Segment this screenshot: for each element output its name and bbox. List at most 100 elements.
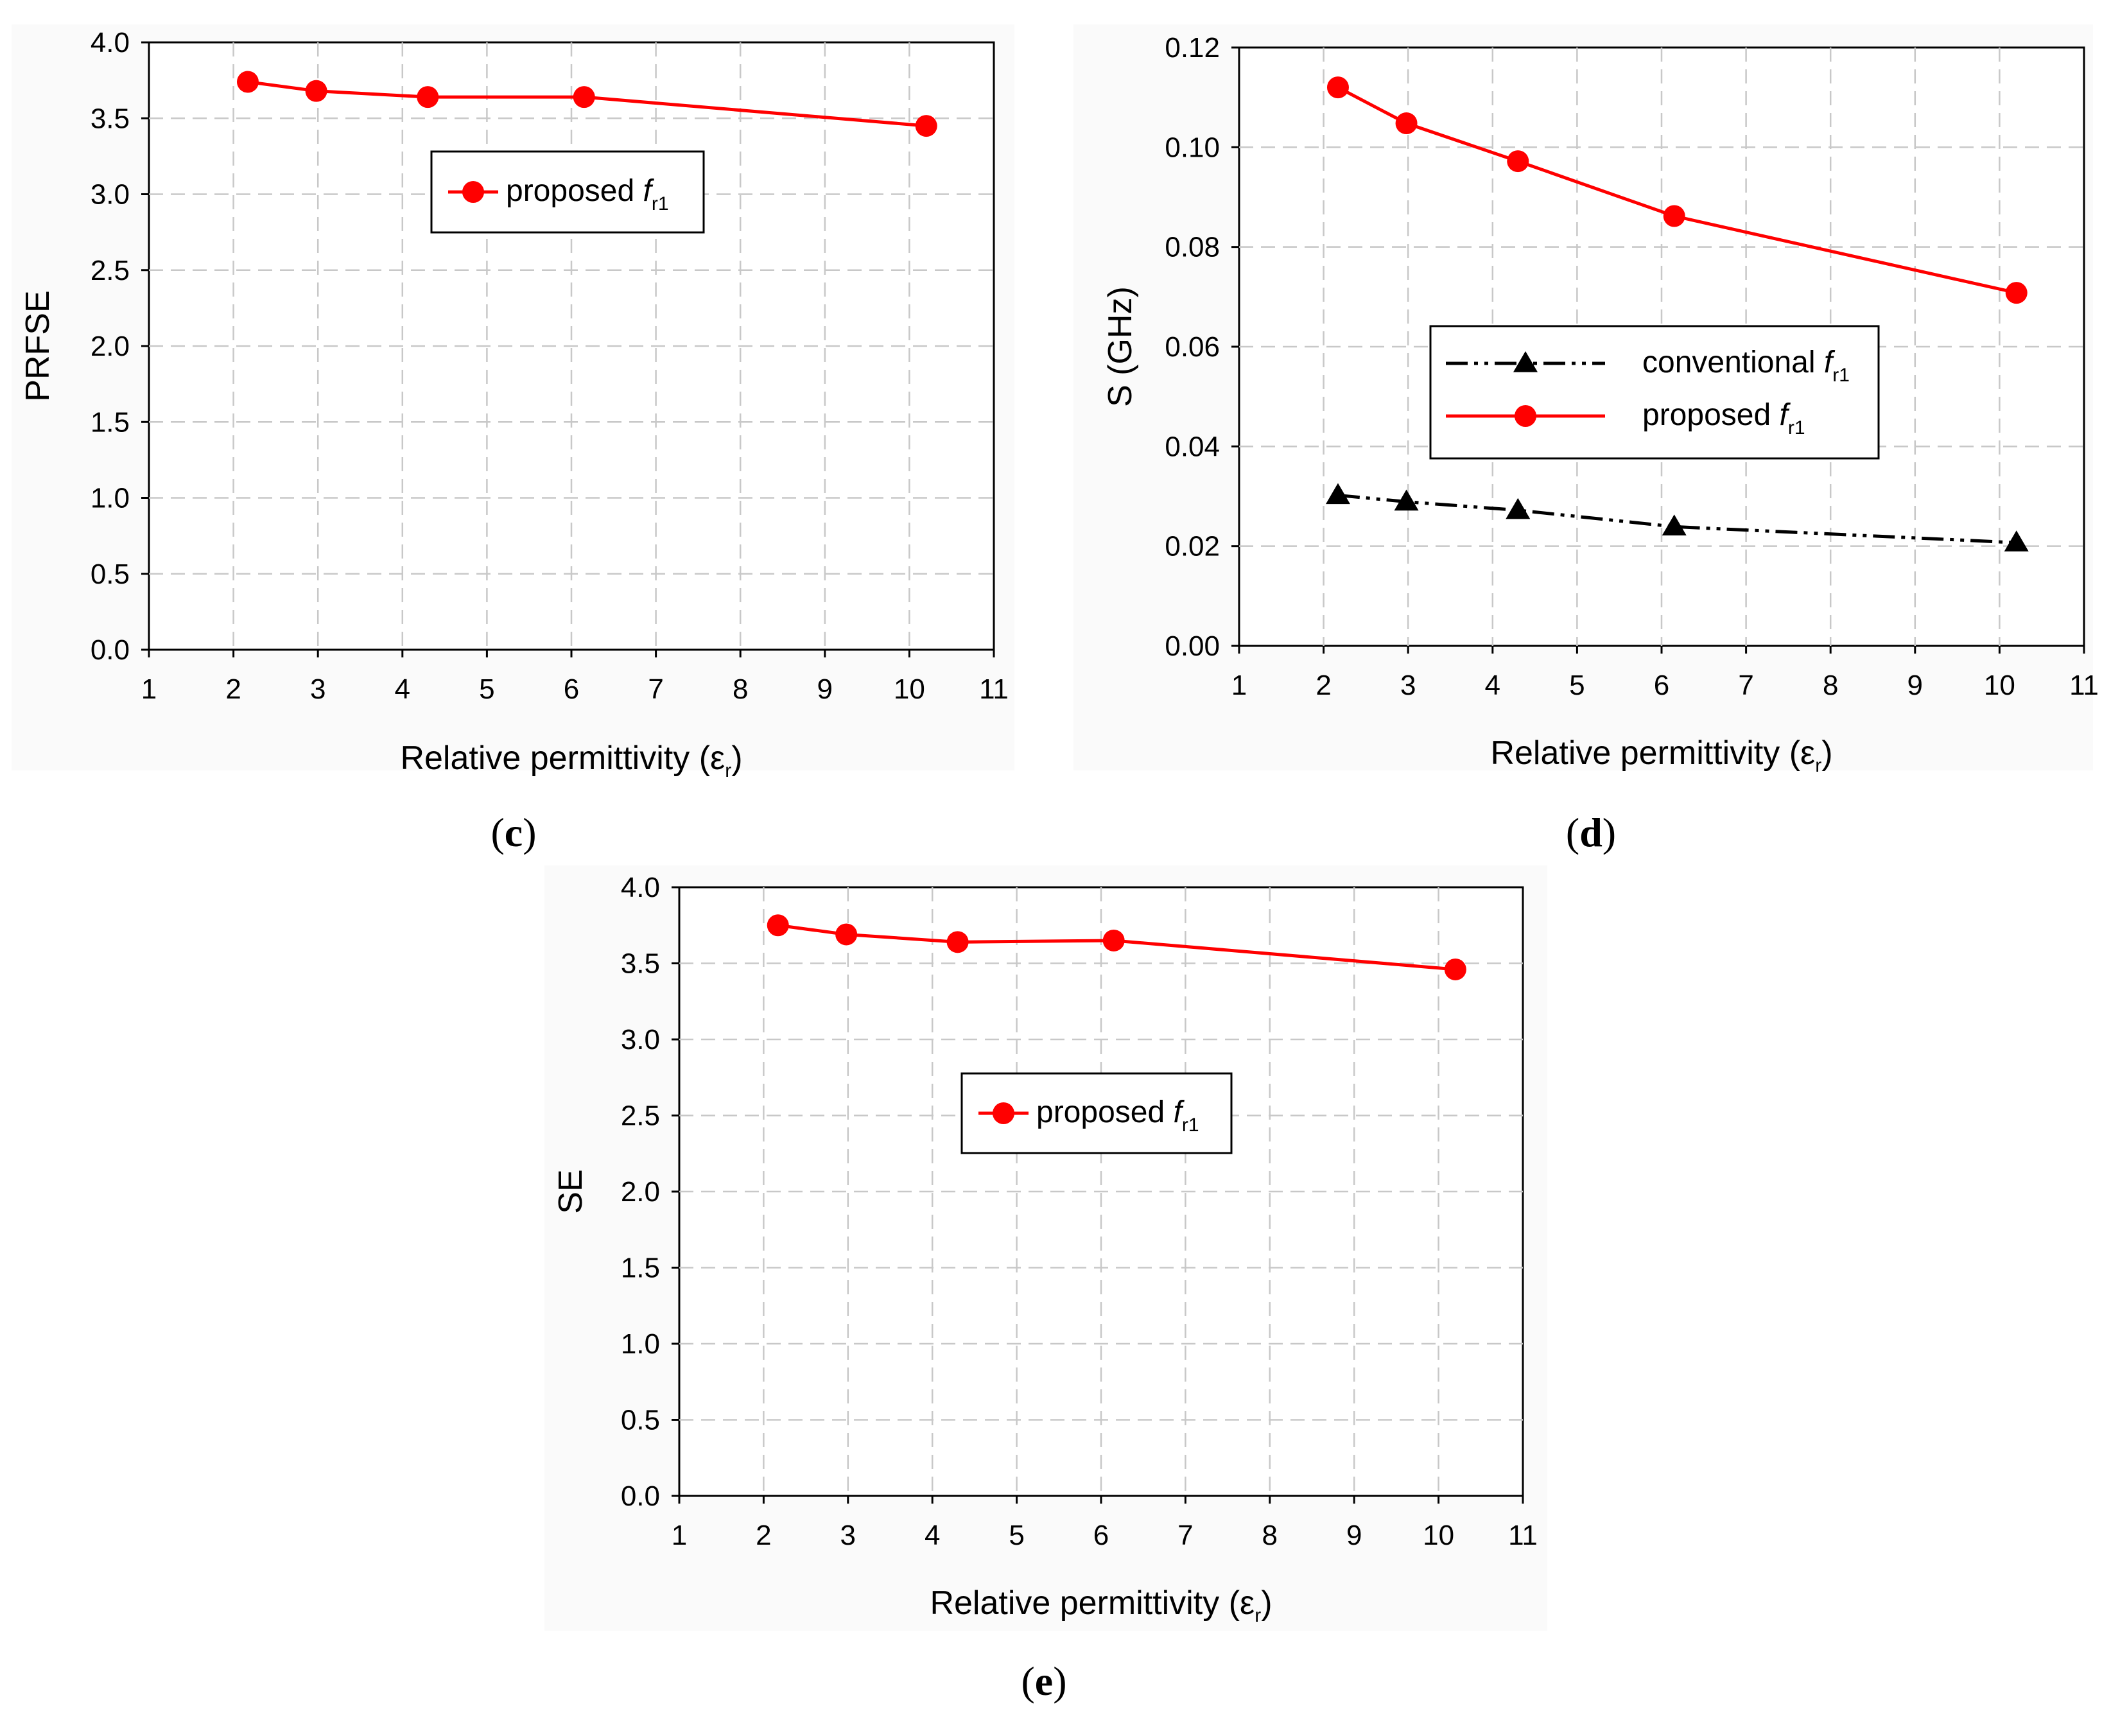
data-point-proposed	[835, 923, 858, 946]
y-tick-label: 0.10	[1165, 132, 1220, 163]
text-span: )	[523, 810, 536, 855]
y-axis-title: SE	[552, 1169, 589, 1213]
x-tick-label: 1	[672, 1520, 687, 1551]
y-tick-label: 3.0	[621, 1024, 660, 1055]
chart-e: 1 2 3 4 5 6 7 8 9 10 11 0.0 0.5 1.0 1.5 2.0 2.5 3.0 3.5 4.0…	[544, 865, 1547, 1704]
data-point-proposed	[417, 86, 439, 108]
x-tick-label: 11	[2069, 670, 2099, 701]
y-tick-label: 2.5	[621, 1100, 660, 1132]
x-tick-label: 3	[1400, 670, 1416, 701]
text-span: (	[1021, 1658, 1034, 1704]
legend-marker-conventional	[1513, 351, 1538, 372]
text-span: (	[690, 740, 710, 777]
x-tick-label: 2	[225, 673, 241, 705]
legend: proposed fr1	[960, 1072, 1233, 1154]
x-tick-label: 1	[141, 673, 157, 705]
x-tick-label: 8	[733, 673, 748, 705]
data-point-proposed	[1326, 76, 1349, 99]
legend-marker-proposed	[462, 181, 484, 203]
y-tick-label: 0.00	[1165, 630, 1220, 662]
panel-label: (c)	[491, 810, 536, 855]
x-tick-label: 11	[1508, 1520, 1538, 1551]
y-tick-label: 0.0	[91, 634, 130, 666]
x-tick-label: 9	[1907, 670, 1923, 701]
x-tick-label: 5	[479, 673, 494, 705]
text-span: (	[1219, 1584, 1240, 1622]
legend: proposed fr1	[430, 150, 705, 234]
y-tick-label: 3.5	[91, 103, 130, 134]
data-point-proposed	[1102, 929, 1125, 951]
series-proposed	[236, 71, 937, 137]
y-tick-label: 1.0	[91, 483, 130, 514]
y-tick-label: 2.5	[91, 255, 130, 286]
x-tick-label: 11	[979, 673, 1009, 705]
text-span: )	[1821, 734, 1832, 772]
text-span: )	[1053, 1658, 1066, 1704]
y-tick-label: 0.5	[621, 1405, 660, 1436]
chart-c: 1 2 3 4 5 6 7 8 9 10 11 0.0 0.5 1.0 1.5 2.0 2.5 3.0 3.5 4.0…	[12, 24, 1014, 855]
legend-marker-proposed	[1515, 405, 1536, 427]
x-tick-label: 8	[1823, 670, 1838, 701]
x-tick-label: 9	[817, 673, 833, 705]
legend-box	[960, 1072, 1233, 1154]
text-span: ε	[1800, 734, 1815, 772]
text-span: proposed	[506, 174, 634, 208]
data-point-conventional	[2004, 530, 2029, 551]
series-proposed	[767, 914, 1466, 980]
legend-marker-proposed	[993, 1102, 1014, 1124]
x-tick-label: 3	[310, 673, 326, 705]
text-span: )	[731, 740, 742, 777]
data-point-conventional	[1662, 514, 1687, 536]
text-span: )	[1261, 1584, 1272, 1622]
data-point-conventional	[1325, 483, 1350, 505]
text-span: r	[1815, 755, 1821, 776]
y-tick-label: 0.12	[1165, 32, 1220, 64]
y-tick-label: 3.0	[91, 179, 130, 211]
data-point-conventional	[1506, 498, 1531, 519]
legend-label-proposed: proposed fr1	[1036, 1095, 1199, 1136]
x-tick-label: 7	[1738, 670, 1753, 701]
panel-label: (d)	[1566, 810, 1616, 855]
x-tick-label: 7	[1177, 1520, 1193, 1551]
text-span: (	[1780, 734, 1800, 772]
y-tick-label: 3.5	[621, 948, 660, 980]
y-tick-label: 0.0	[621, 1480, 660, 1512]
text-span: r	[725, 760, 731, 781]
legend-label-proposed: proposed fr1	[1642, 398, 1805, 438]
legend-box	[1429, 325, 1880, 460]
legend-label-proposed: proposed fr1	[506, 174, 669, 214]
series-proposed	[1326, 76, 2028, 304]
text-span: r1	[1182, 1115, 1199, 1136]
data-point-proposed	[305, 80, 327, 102]
data-point-conventional	[1394, 489, 1419, 511]
y-axis-title: PRFSE	[19, 290, 56, 401]
y-axis-title: S (GHz)	[1102, 286, 1139, 407]
y-tick-label: 1.0	[621, 1328, 660, 1360]
legend-label-conventional: conventional fr1	[1642, 345, 1850, 386]
x-tick-label: 6	[1093, 1520, 1109, 1551]
text-span: Relative permittivity	[930, 1584, 1219, 1622]
x-tick-label: 2	[756, 1520, 771, 1551]
text-span: conventional	[1642, 345, 1816, 379]
text-span	[634, 174, 643, 208]
y-tick-label: 0.08	[1165, 232, 1220, 263]
data-point-proposed	[946, 931, 969, 953]
text-span: )	[1603, 810, 1616, 855]
y-tick-label: 4.0	[91, 27, 130, 58]
data-point-proposed	[1444, 958, 1466, 980]
data-point-proposed	[767, 914, 789, 937]
x-tick-label: 10	[1984, 670, 2015, 701]
y-tick-label: 0.06	[1165, 331, 1220, 363]
panel-label: (e)	[1021, 1658, 1066, 1704]
text-span	[1771, 398, 1779, 432]
x-axis-title: Relative permittivity (εr)	[1490, 734, 1832, 776]
text-span: proposed	[1036, 1095, 1165, 1129]
text-span: r1	[1788, 417, 1805, 438]
text-span: r1	[652, 193, 669, 214]
text-span: e	[1035, 1658, 1053, 1704]
text-span: ε	[1240, 1584, 1255, 1622]
data-point-proposed	[915, 115, 937, 137]
text-span: ε	[710, 740, 725, 777]
x-tick-label: 7	[648, 673, 663, 705]
